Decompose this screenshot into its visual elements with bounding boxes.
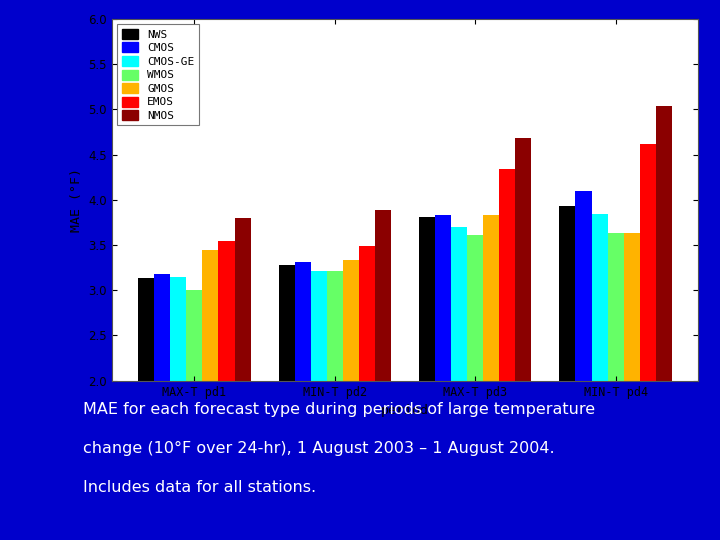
Legend: NWS, CMOS, CMOS-GE, WMOS, GMOS, EMOS, NMOS: NWS, CMOS, CMOS-GE, WMOS, GMOS, EMOS, NM…: [117, 24, 199, 125]
Bar: [311, 271, 327, 540]
Text: Includes data for all stations.: Includes data for all stations.: [83, 480, 316, 495]
Bar: [186, 291, 202, 540]
Bar: [656, 106, 672, 540]
Bar: [559, 206, 575, 540]
X-axis label: period: period: [381, 404, 429, 417]
Bar: [483, 215, 499, 540]
Bar: [359, 246, 375, 540]
Bar: [279, 265, 294, 540]
Bar: [218, 240, 235, 540]
Bar: [235, 218, 251, 540]
Bar: [451, 227, 467, 540]
Bar: [435, 215, 451, 540]
Bar: [516, 138, 531, 540]
Bar: [499, 169, 516, 540]
Bar: [467, 235, 483, 540]
Bar: [171, 276, 186, 540]
Text: change (10°F over 24-hr), 1 August 2003 – 1 August 2004.: change (10°F over 24-hr), 1 August 2003 …: [83, 441, 554, 456]
Text: MAE for each forecast type during periods of large temperature: MAE for each forecast type during period…: [83, 402, 595, 417]
Bar: [375, 210, 391, 540]
Bar: [575, 191, 592, 540]
Bar: [419, 217, 435, 540]
Bar: [624, 233, 639, 540]
Bar: [639, 144, 656, 540]
Bar: [202, 251, 218, 540]
Bar: [343, 260, 359, 540]
Bar: [592, 214, 608, 540]
Bar: [294, 262, 311, 540]
Bar: [327, 271, 343, 540]
Bar: [154, 274, 171, 540]
Bar: [608, 233, 624, 540]
Bar: [138, 279, 154, 540]
Y-axis label: MAE (°F): MAE (°F): [70, 168, 83, 232]
